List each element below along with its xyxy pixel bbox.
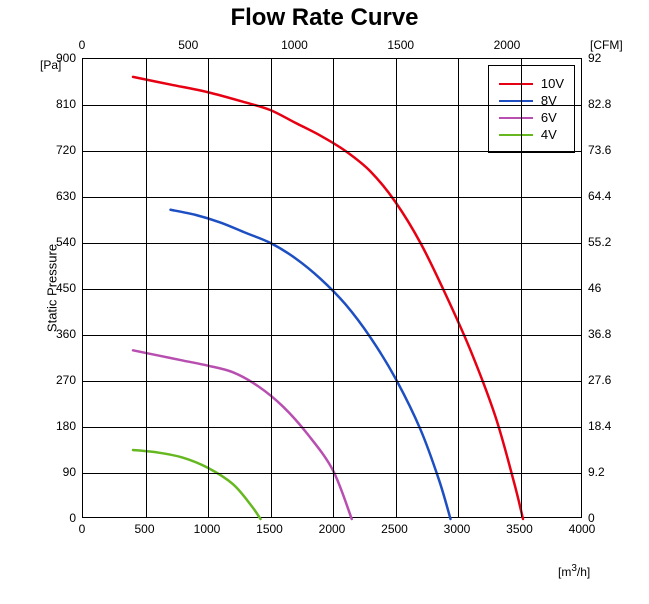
- vgridline: [146, 59, 147, 517]
- ytick-left: 450: [26, 281, 76, 295]
- ytick-left: 630: [26, 189, 76, 203]
- legend-item: 6V: [499, 110, 564, 125]
- xtick-bottom: 3500: [490, 522, 550, 536]
- ytick-right: 82.8: [588, 97, 638, 111]
- hgridline: [83, 381, 581, 382]
- series-10V: [133, 77, 523, 519]
- legend-label: 10V: [541, 76, 564, 91]
- vgridline: [521, 59, 522, 517]
- x-bottom-unit: [m3/h]: [558, 563, 590, 579]
- ytick-right: 46: [588, 281, 638, 295]
- x-top-unit: [CFM]: [590, 38, 623, 52]
- series-4V: [133, 450, 261, 519]
- legend-swatch: [499, 100, 533, 102]
- xtick-bottom: 1000: [177, 522, 237, 536]
- vgridline: [458, 59, 459, 517]
- xtick-bottom: 3000: [427, 522, 487, 536]
- xtick-top: 1500: [371, 38, 431, 52]
- xtick-top: 500: [158, 38, 218, 52]
- xtick-top: 0: [52, 38, 112, 52]
- xtick-bottom: 500: [115, 522, 175, 536]
- xtick-bottom: 1500: [240, 522, 300, 536]
- hgridline: [83, 105, 581, 106]
- legend-swatch: [499, 83, 533, 85]
- hgridline: [83, 151, 581, 152]
- xtick-top: 2000: [477, 38, 537, 52]
- xtick-bottom: 4000: [552, 522, 612, 536]
- ytick-left: 900: [26, 51, 76, 65]
- legend-label: 4V: [541, 127, 557, 142]
- vgridline: [396, 59, 397, 517]
- legend: 10V8V6V4V: [488, 65, 575, 153]
- legend-swatch: [499, 117, 533, 119]
- hgridline: [83, 335, 581, 336]
- vgridline: [333, 59, 334, 517]
- legend-item: 4V: [499, 127, 564, 142]
- chart-title: Flow Rate Curve: [0, 4, 649, 32]
- chart-container: Flow Rate Curve Static Pressure [Pa] [CF…: [0, 0, 649, 604]
- ytick-right: 18.4: [588, 419, 638, 433]
- hgridline: [83, 427, 581, 428]
- ytick-right: 64.4: [588, 189, 638, 203]
- hgridline: [83, 289, 581, 290]
- hgridline: [83, 197, 581, 198]
- vgridline: [271, 59, 272, 517]
- legend-label: 6V: [541, 110, 557, 125]
- hgridline: [83, 473, 581, 474]
- ytick-right: 92: [588, 51, 638, 65]
- ytick-right: 55.2: [588, 235, 638, 249]
- ytick-left: 540: [26, 235, 76, 249]
- vgridline: [208, 59, 209, 517]
- ytick-right: 9.2: [588, 465, 638, 479]
- ytick-left: 180: [26, 419, 76, 433]
- ytick-right: 36.8: [588, 327, 638, 341]
- ytick-left: 720: [26, 143, 76, 157]
- legend-item: 10V: [499, 76, 564, 91]
- ytick-right: 73.6: [588, 143, 638, 157]
- ytick-left: 360: [26, 327, 76, 341]
- plot-area: 10V8V6V4V: [82, 58, 582, 518]
- ytick-left: 90: [26, 465, 76, 479]
- xtick-bottom: 2000: [302, 522, 362, 536]
- xtick-top: 1000: [264, 38, 324, 52]
- ytick-right: 27.6: [588, 373, 638, 387]
- ytick-left: 270: [26, 373, 76, 387]
- xtick-bottom: 2500: [365, 522, 425, 536]
- xtick-bottom: 0: [52, 522, 112, 536]
- legend-swatch: [499, 134, 533, 136]
- hgridline: [83, 243, 581, 244]
- ytick-left: 810: [26, 97, 76, 111]
